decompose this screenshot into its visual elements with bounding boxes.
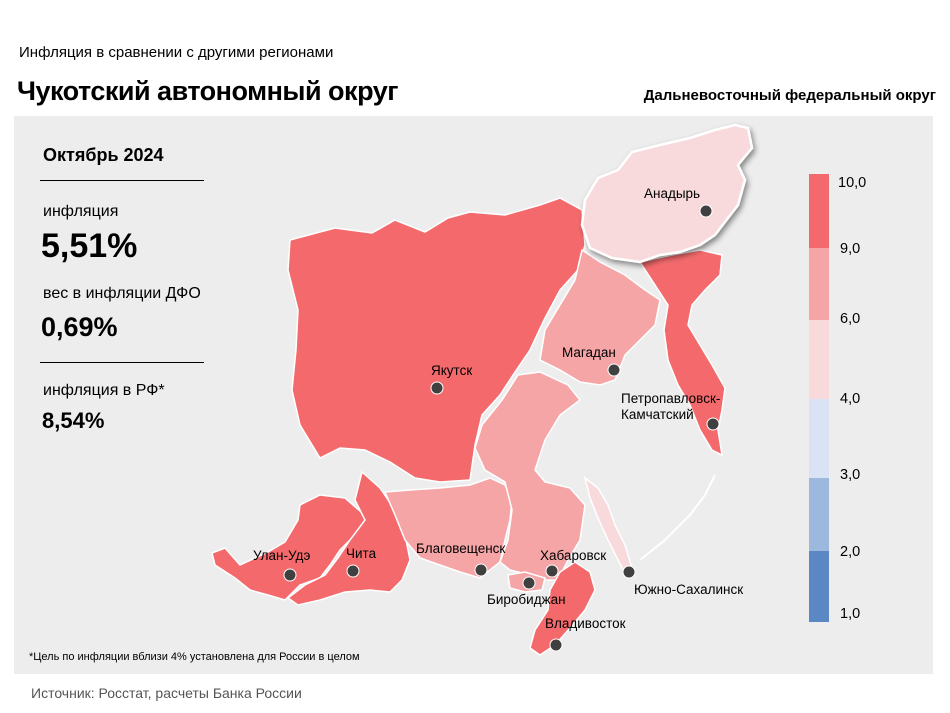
legend-tick-3: 3,0 — [840, 467, 860, 483]
legend-bin-1-2 — [809, 551, 829, 622]
petropavlovsk-label: Петропавловск- Камчатский — [621, 391, 724, 422]
inflation-value: 5,51% — [41, 227, 138, 265]
legend-bin-4-6 — [809, 320, 829, 399]
vladivostok-dot[interactable] — [549, 638, 563, 652]
subtitle: Инфляция в сравнении с другими регионами — [19, 44, 334, 61]
yuzhno-label: Южно-Сахалинск — [634, 582, 743, 597]
magadan-dot[interactable] — [607, 363, 621, 377]
birobidzhan-label: Биробиджан — [487, 592, 566, 607]
legend-bin-9-10 — [809, 174, 829, 248]
inflation-label: инфляция — [43, 203, 119, 220]
district-title: Дальневосточный федеральный округ — [643, 87, 936, 104]
period-label: Октябрь 2024 — [43, 145, 164, 165]
khabarovsk-dot[interactable] — [545, 564, 559, 578]
legend-tick-4: 4,0 — [840, 391, 860, 407]
khabarovsk-label: Хабаровск — [540, 548, 606, 563]
magadan-label: Магадан — [562, 345, 616, 360]
chita-label: Чита — [346, 546, 377, 561]
vladivostok-label: Владивосток — [545, 616, 626, 631]
petropavlovsk-label-line2: Камчатский — [621, 407, 694, 422]
legend-bin-6-9 — [809, 248, 829, 320]
region-khabarovsk[interactable] — [474, 371, 586, 581]
chita-dot[interactable] — [346, 564, 360, 578]
legend-tick-9: 9,0 — [840, 241, 860, 257]
divider-bottom — [40, 362, 204, 363]
anadyr-label: Анадырь — [644, 186, 700, 201]
source-note: Источник: Росстат, расчеты Банка России — [31, 685, 302, 701]
blagoveshchensk-label: Благовещенск — [416, 541, 505, 556]
petropavlovsk-label-line1: Петропавловск- — [621, 391, 720, 406]
city-markers — [283, 204, 720, 652]
region-yakutia[interactable] — [287, 197, 586, 483]
rf-inflation-value: 8,54% — [42, 408, 105, 433]
legend-bin-2-3 — [809, 478, 829, 551]
legend-tick-6: 6,0 — [840, 311, 860, 327]
rf-inflation-label: инфляция в РФ* — [43, 382, 165, 399]
yakutsk-label: Якутск — [431, 363, 472, 378]
legend: 10,0 9,0 6,0 4,0 3,0 2,0 1,0 — [809, 174, 866, 622]
legend-bin-3-4 — [809, 399, 829, 478]
ulan-ude-label: Улан-Удэ — [253, 548, 311, 563]
legend-tick-1: 1,0 — [840, 606, 860, 622]
footnote: *Цель по инфляции вблизи 4% установлена … — [29, 651, 360, 663]
blagoveshchensk-dot[interactable] — [474, 563, 488, 577]
birobidzhan-dot[interactable] — [522, 576, 536, 590]
kuril-islands — [639, 474, 716, 561]
weight-value: 0,69% — [41, 312, 118, 342]
anadyr-dot[interactable] — [699, 204, 713, 218]
yuzhno-dot[interactable] — [622, 565, 636, 579]
region-sakhalin[interactable] — [583, 476, 633, 580]
region-kamchatka[interactable] — [638, 249, 726, 457]
legend-tick-2: 2,0 — [840, 544, 860, 560]
page-title: Чукотский автономный округ — [17, 76, 398, 106]
divider-top — [40, 180, 204, 181]
ulan-ude-dot[interactable] — [283, 568, 297, 582]
legend-tick-10: 10,0 — [838, 175, 866, 191]
petropavlovsk-dot[interactable] — [706, 417, 720, 431]
region-chukotka[interactable] — [580, 123, 754, 264]
region-magadan[interactable] — [539, 248, 661, 386]
region-amur[interactable] — [383, 477, 513, 579]
weight-label: вес в инфляции ДФО — [43, 285, 201, 302]
yakutsk-dot[interactable] — [430, 381, 444, 395]
